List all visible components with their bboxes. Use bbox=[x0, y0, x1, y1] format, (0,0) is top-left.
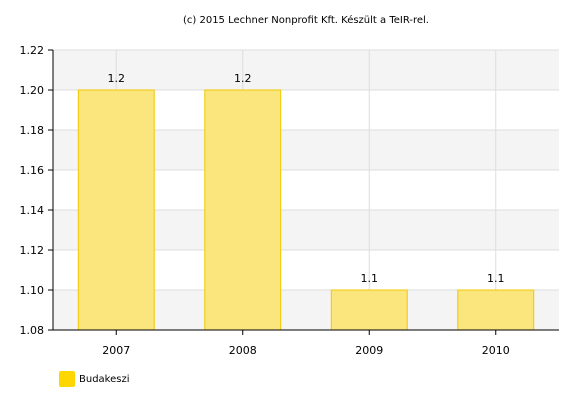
x-tick-label: 2009 bbox=[355, 344, 383, 357]
bars bbox=[77, 89, 535, 331]
x-tick-label: 2008 bbox=[229, 344, 257, 357]
legend: Budakeszi bbox=[59, 371, 130, 387]
bar-2007 bbox=[77, 89, 155, 331]
data-label-2010: 1.1 bbox=[487, 272, 505, 285]
data-label-2008: 1.2 bbox=[234, 72, 252, 85]
data-label-2009: 1.1 bbox=[361, 272, 379, 285]
axes: 1.08 1.10 1.12 1.14 1.16 1.18 1.20 1.22 2007 2008… bbox=[20, 44, 559, 357]
y-tick-label: 1.18 bbox=[20, 124, 45, 137]
data-labels: 1.2 1.2 1.1 1.1 bbox=[108, 72, 505, 285]
y-tick-label: 1.16 bbox=[20, 164, 45, 177]
y-tick-label: 1.08 bbox=[20, 324, 45, 337]
y-tick-label: 1.12 bbox=[20, 244, 45, 257]
x-tick-label: 2010 bbox=[482, 344, 510, 357]
plot-band bbox=[53, 50, 559, 90]
y-tick-label: 1.22 bbox=[20, 44, 45, 57]
y-tick-label: 1.14 bbox=[20, 204, 45, 217]
chart-title: (c) 2015 Lechner Nonprofit Kft. Készült … bbox=[183, 14, 429, 26]
y-tick-label: 1.10 bbox=[20, 284, 45, 297]
legend-label-budakeszi: Budakeszi bbox=[79, 373, 130, 385]
y-tick-label: 1.20 bbox=[20, 84, 45, 97]
bar-2008 bbox=[204, 89, 282, 331]
x-tick-label: 2007 bbox=[102, 344, 130, 357]
data-label-2007: 1.2 bbox=[108, 72, 126, 85]
bar-2009 bbox=[330, 289, 408, 331]
bar-2010 bbox=[457, 289, 535, 331]
legend-swatch-budakeszi bbox=[59, 371, 75, 387]
